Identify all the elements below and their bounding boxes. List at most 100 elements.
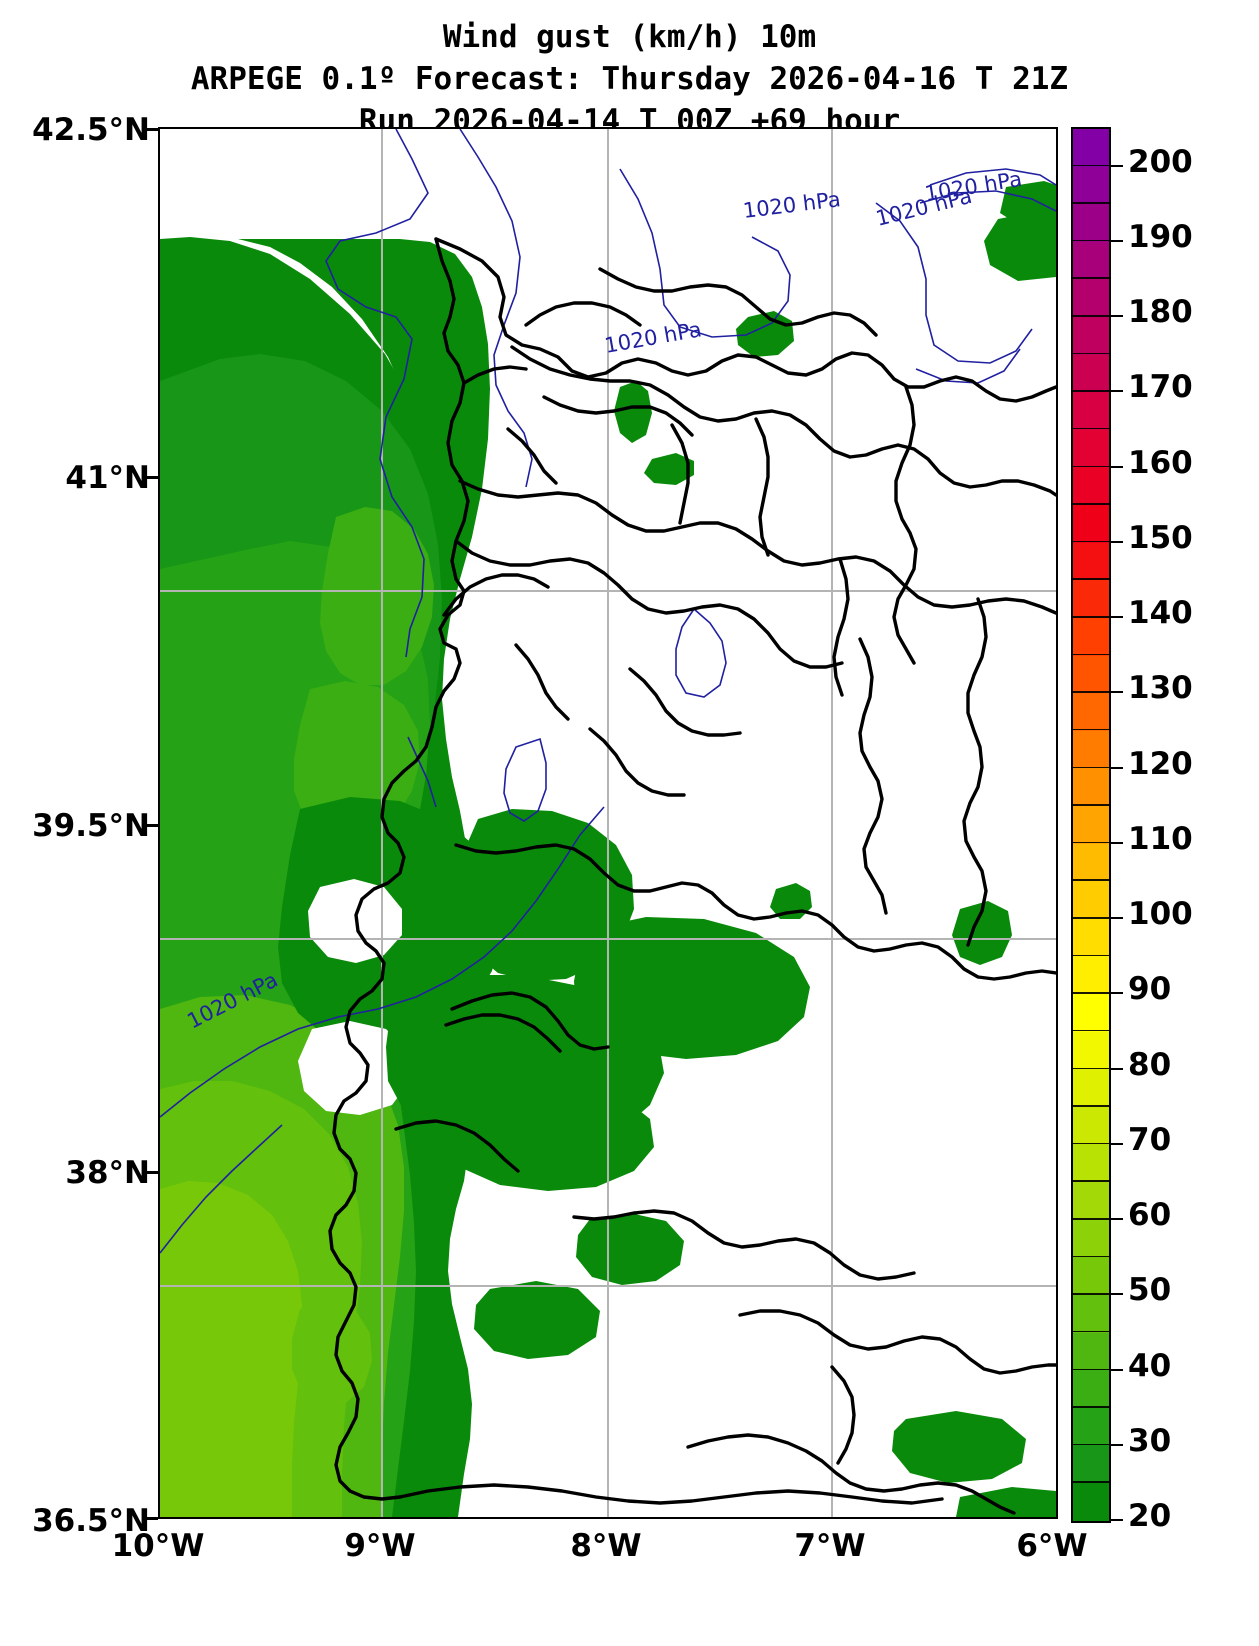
gust-patch-east-small1 bbox=[614, 381, 652, 443]
colorbar-tick bbox=[1109, 616, 1123, 619]
map-plot-area: 1020 hPa 1020 hPa 1020 hPa 1020 hPa 1020… bbox=[158, 127, 1058, 1519]
colorbar-segment-divider bbox=[1071, 202, 1111, 204]
colorbar-segment-divider bbox=[1071, 1330, 1111, 1333]
colorbar-segment bbox=[1073, 1031, 1109, 1070]
ytick-label-39-5: 39.5°N bbox=[32, 808, 150, 844]
colorbar-segment bbox=[1073, 580, 1109, 618]
colorbar-segment bbox=[1073, 693, 1109, 731]
colorbar-tick bbox=[1109, 540, 1123, 543]
colorbar-segment-divider bbox=[1071, 766, 1111, 769]
colorbar-tick-label: 160 bbox=[1128, 444, 1193, 481]
ytick-mark bbox=[146, 824, 158, 827]
map-svg: 1020 hPa 1020 hPa 1020 hPa 1020 hPa 1020… bbox=[160, 129, 1056, 1517]
gust-band-20-25-coast bbox=[238, 239, 490, 1517]
colorbar-segment bbox=[1073, 204, 1109, 242]
ytick-mark bbox=[146, 1517, 158, 1520]
colorbar-segment-divider bbox=[1071, 1443, 1111, 1446]
contour-label: 1020 hPa bbox=[603, 317, 704, 358]
colorbar-segment bbox=[1073, 994, 1109, 1032]
colorbar-segment bbox=[1073, 1106, 1109, 1145]
colorbar-segment-divider bbox=[1071, 691, 1111, 693]
gust-patch-north-small bbox=[736, 311, 794, 357]
colorbar-tick-label: 60 bbox=[1128, 1197, 1172, 1234]
colorbar-tick bbox=[1109, 1142, 1123, 1145]
colorbar-segment-divider bbox=[1071, 315, 1111, 317]
colorbar-segment-divider bbox=[1071, 879, 1111, 881]
colorbar-segment-divider bbox=[1071, 578, 1111, 580]
xtick-label-9W: 9°W bbox=[344, 1528, 416, 1564]
xtick-label-7W: 7°W bbox=[794, 1528, 866, 1564]
colorbar-segment-divider bbox=[1071, 1029, 1111, 1032]
colorbar-segment bbox=[1073, 1332, 1109, 1371]
colorbar-tick bbox=[1109, 1443, 1123, 1446]
colorbar-segment bbox=[1073, 392, 1109, 430]
colorbar-tick-label: 200 bbox=[1128, 143, 1193, 180]
colorbar-tick bbox=[1109, 1218, 1123, 1221]
colorbar-tick-label: 20 bbox=[1128, 1498, 1172, 1534]
colorbar-tick bbox=[1109, 1519, 1123, 1521]
gust-patch-algarve bbox=[474, 1281, 600, 1359]
colorbar-segment bbox=[1073, 1144, 1109, 1183]
colorbar-segment bbox=[1073, 1182, 1109, 1220]
colorbar-segment-divider bbox=[1071, 1105, 1111, 1107]
colorbar-segment-divider bbox=[1071, 390, 1111, 392]
colorbar-segment bbox=[1073, 1370, 1109, 1408]
colorbar-tick bbox=[1109, 992, 1123, 995]
colorbar-segment-divider bbox=[1071, 1481, 1111, 1483]
colorbar-tick-label: 120 bbox=[1128, 745, 1193, 782]
colorbar-segment-divider bbox=[1071, 503, 1111, 505]
colorbar-tick bbox=[1109, 1067, 1123, 1070]
colorbar-tick-label: 170 bbox=[1128, 369, 1193, 406]
colorbar-tick bbox=[1109, 390, 1123, 393]
gust-patch-east-small2 bbox=[644, 453, 694, 485]
contour-label: 1020 hPa bbox=[742, 187, 842, 223]
chart-title: Wind gust (km/h) 10m bbox=[442, 19, 817, 55]
colorbar-segment-divider bbox=[1071, 954, 1111, 957]
colorbar-segment bbox=[1073, 1219, 1109, 1258]
colorbar-segment-divider bbox=[1071, 277, 1111, 279]
colorbar-tick bbox=[1109, 766, 1123, 769]
gust-patch-ne-corner bbox=[984, 211, 1056, 281]
colorbar-segment bbox=[1073, 805, 1109, 844]
colorbar-segment bbox=[1073, 429, 1109, 468]
colorbar-tick bbox=[1109, 239, 1123, 242]
gust-patch-south-a bbox=[446, 1079, 654, 1191]
colorbar-segment bbox=[1073, 617, 1109, 656]
colorbar-segment-divider bbox=[1071, 728, 1111, 731]
colorbar-segment-divider bbox=[1071, 992, 1111, 994]
colorbar-segment-divider bbox=[1071, 352, 1111, 355]
colorbar[interactable] bbox=[1071, 127, 1111, 1523]
colorbar-segment bbox=[1073, 1257, 1109, 1295]
colorbar-segment bbox=[1073, 1445, 1109, 1483]
gust-patch-south-b bbox=[576, 1213, 684, 1285]
colorbar-segment-divider bbox=[1071, 917, 1111, 919]
colorbar-segment-divider bbox=[1071, 465, 1111, 468]
ytick-mark bbox=[146, 1171, 158, 1174]
colorbar-tick bbox=[1109, 315, 1123, 318]
xtick-label-8W: 8°W bbox=[570, 1528, 642, 1564]
colorbar-segment bbox=[1073, 1294, 1109, 1333]
colorbar-tick bbox=[1109, 164, 1123, 167]
gust-patch-east-1 bbox=[574, 917, 810, 1059]
colorbar-segment bbox=[1073, 956, 1109, 995]
colorbar-tick-label: 180 bbox=[1128, 294, 1193, 331]
ytick-label-41: 41°N bbox=[65, 460, 150, 496]
colorbar-tick-label: 150 bbox=[1128, 519, 1193, 556]
colorbar-tick bbox=[1109, 1368, 1123, 1371]
colorbar-segment bbox=[1073, 505, 1109, 543]
colorbar-segment bbox=[1073, 542, 1109, 581]
colorbar-tick-label: 50 bbox=[1128, 1272, 1172, 1309]
chart-subtitle: ARPEGE 0.1º Forecast: Thursday 2026-04-1… bbox=[190, 61, 1069, 97]
colorbar-tick-label: 110 bbox=[1128, 820, 1193, 857]
colorbar-segment bbox=[1073, 241, 1109, 280]
gust-patch-east-small5 bbox=[1000, 181, 1056, 227]
colorbar-segment-divider bbox=[1071, 427, 1111, 430]
gust-band-45-50-patch bbox=[292, 1301, 372, 1405]
colorbar-segment-divider bbox=[1071, 653, 1111, 656]
colorbar-segment bbox=[1073, 881, 1109, 919]
colorbar-segment bbox=[1073, 1407, 1109, 1446]
colorbar-tick-label: 80 bbox=[1128, 1046, 1172, 1083]
colorbar-segment bbox=[1073, 467, 1109, 506]
colorbar-tick-label: 190 bbox=[1128, 218, 1193, 255]
colorbar-segment bbox=[1073, 354, 1109, 393]
